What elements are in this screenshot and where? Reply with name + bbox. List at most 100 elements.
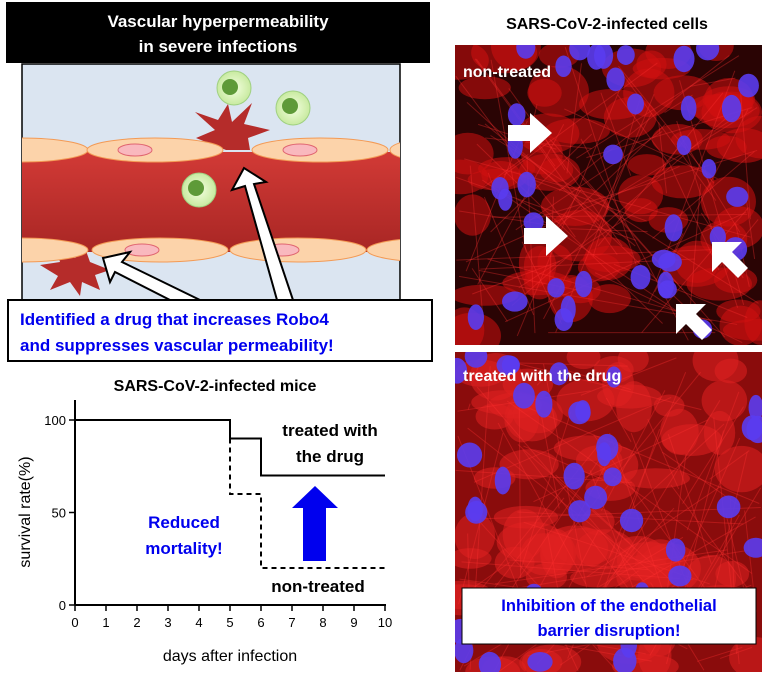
annotation-line2: mortality!	[145, 539, 222, 558]
barrier-callout-box	[461, 587, 757, 645]
fiber	[504, 211, 747, 323]
nucleus	[456, 442, 483, 468]
micrograph-non-treated	[455, 45, 762, 345]
fiber	[461, 561, 694, 581]
improvement-arrow-icon	[292, 486, 338, 561]
fiber	[508, 88, 623, 247]
nucleus	[596, 433, 619, 461]
cell-stain	[539, 158, 574, 183]
fiber	[541, 416, 560, 509]
fiber	[497, 422, 587, 585]
x-tick-label: 4	[195, 615, 202, 630]
fiber	[518, 403, 760, 504]
fiber	[564, 108, 718, 180]
cell-stain	[627, 154, 666, 176]
nucleus	[619, 508, 644, 533]
fiber	[472, 366, 479, 383]
fiber	[523, 445, 611, 484]
x-tick-label: 5	[226, 615, 233, 630]
fiber	[456, 176, 637, 241]
nucleus	[527, 651, 553, 672]
nucleus	[513, 382, 535, 409]
fiber	[455, 469, 632, 484]
legend-treated-line2: the drug	[296, 447, 364, 466]
nucleus	[738, 73, 759, 98]
nucleus	[627, 93, 644, 115]
nucleus	[568, 500, 591, 523]
fiber	[456, 247, 744, 261]
legend-treated-line1: treated with	[282, 421, 377, 440]
fiber	[518, 387, 522, 579]
cell-stain	[540, 186, 610, 226]
nucleus	[680, 95, 697, 121]
nucleus	[630, 264, 651, 290]
cell-stain	[478, 157, 536, 181]
leak-burst-bottom	[40, 245, 110, 296]
diagram-title-banner	[6, 2, 430, 63]
fiber	[509, 360, 702, 411]
arrow-right-icon	[508, 113, 552, 153]
chart-title: SARS-CoV-2-infected mice	[114, 378, 317, 395]
nucleus	[651, 249, 676, 269]
fiber	[555, 94, 655, 333]
nucleus	[465, 500, 488, 524]
nucleus	[575, 270, 593, 298]
fiber	[473, 396, 672, 483]
fiber	[564, 46, 637, 265]
label-treated: treated with the drug	[463, 368, 621, 385]
fiber	[464, 158, 751, 238]
leak-burst-top	[195, 103, 270, 150]
fiber	[521, 241, 563, 325]
fiber	[663, 452, 687, 612]
nucleus	[726, 186, 749, 207]
cell-stain	[715, 560, 750, 587]
fiber	[558, 55, 730, 192]
nucleus	[569, 45, 591, 61]
y-tick-label: 100	[44, 413, 66, 428]
fiber	[668, 162, 720, 271]
fiber	[553, 189, 582, 231]
nucleus	[560, 295, 576, 323]
nucleus	[467, 304, 485, 330]
nucleus	[584, 485, 608, 510]
cell-stain	[744, 300, 762, 345]
fiber	[469, 165, 484, 318]
fiber	[476, 143, 663, 324]
fiber	[601, 537, 643, 589]
nucleus	[498, 188, 513, 211]
x-axis-label: days after infection	[163, 648, 297, 665]
nucleus	[494, 466, 511, 495]
fiber	[490, 59, 527, 253]
fiber	[466, 102, 600, 222]
fiber	[474, 58, 618, 255]
arrow-to-bottom-leak	[101, 250, 201, 301]
x-tick-label: 2	[133, 615, 140, 630]
fiber	[483, 196, 535, 316]
x-tick-label: 6	[257, 615, 264, 630]
nucleus	[695, 45, 720, 61]
fiber	[481, 179, 688, 319]
cell-stain	[455, 194, 492, 236]
cell-stain	[620, 468, 690, 489]
fiber	[506, 400, 753, 574]
fiber	[503, 62, 658, 176]
fiber	[467, 427, 656, 576]
diagram-title-line1: Vascular hyperpermeability	[107, 12, 329, 31]
y-tick-label: 0	[59, 598, 66, 613]
nucleus	[464, 352, 488, 368]
cell-stain	[570, 567, 631, 588]
drug-callout-line2: and suppresses vascular permeability!	[20, 336, 334, 355]
fiber	[516, 84, 623, 337]
fiber	[689, 183, 702, 309]
nucleus	[676, 135, 692, 156]
fiber	[658, 122, 668, 194]
fiber	[641, 206, 750, 333]
nucleus	[606, 366, 622, 388]
nucleus	[547, 278, 565, 298]
fiber	[661, 145, 680, 171]
fiber	[745, 198, 756, 259]
nucleus	[517, 171, 536, 198]
fiber	[696, 646, 743, 662]
survival-chart: SARS-CoV-2-infected mice 0 1 2 3 4 5 6 7 8 9 10050…	[17, 378, 392, 665]
